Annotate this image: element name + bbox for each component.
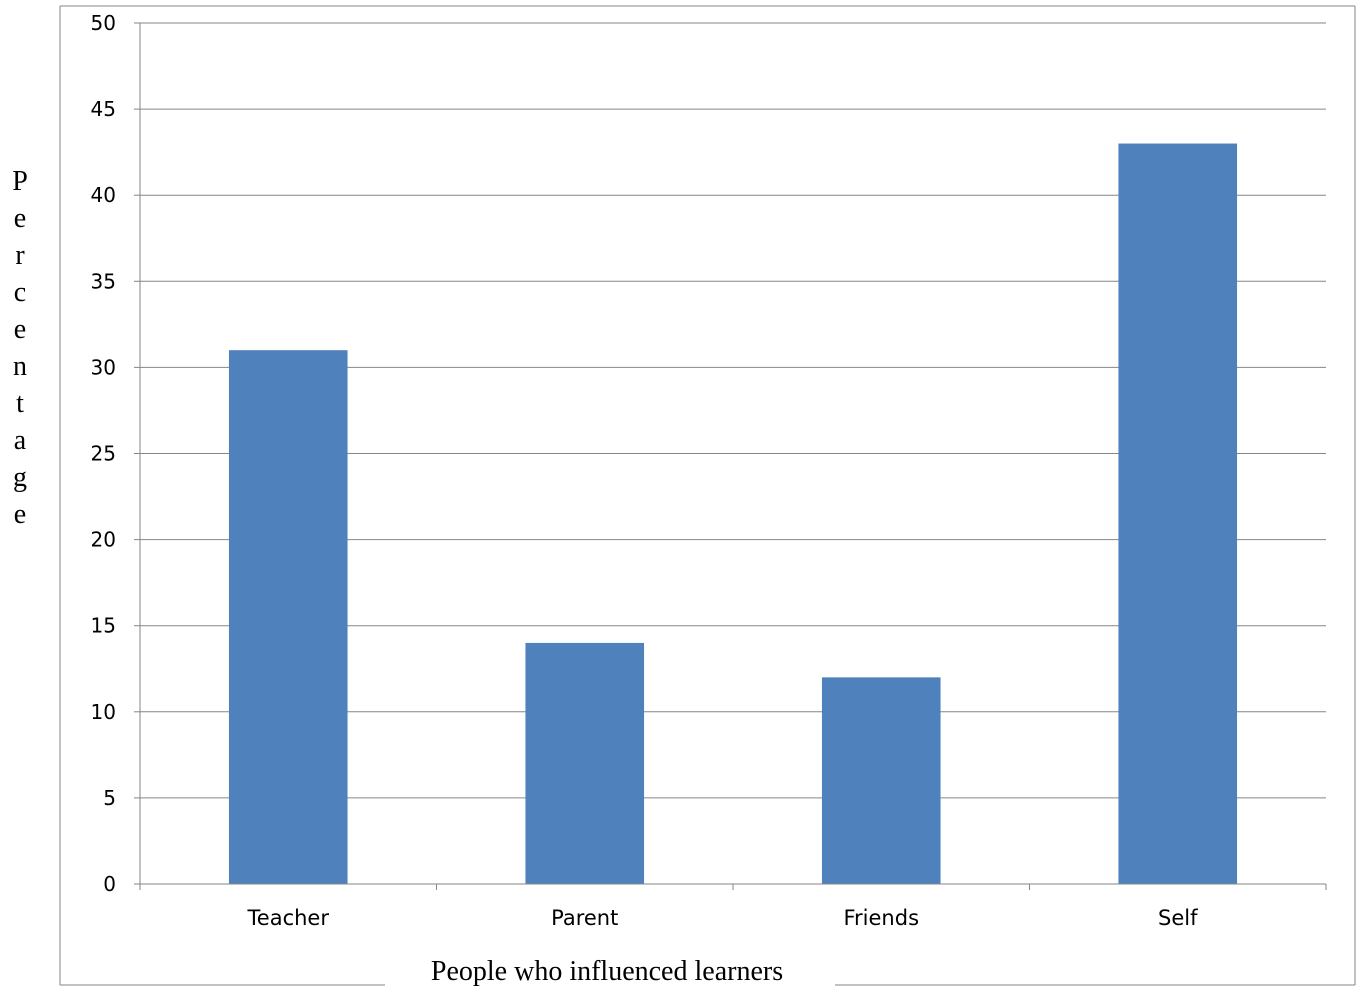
y-tick-label: 50 [91, 11, 116, 35]
y-axis-title-letter: c [14, 277, 26, 308]
y-tick-label: 40 [91, 183, 116, 207]
chart-frame [59, 5, 1356, 986]
labels: 0 5 10 15 20 25 30 35 40 45 50 Teacher Parent Friends… [91, 11, 1199, 930]
y-tick-label: 30 [91, 355, 116, 379]
y-tick-label: 25 [91, 442, 116, 466]
y-axis-title-letter: t [16, 388, 24, 419]
x-tick-label: Friends [843, 906, 919, 930]
x-tick-label: Parent [551, 906, 618, 930]
y-axis-title-letter: P [12, 166, 28, 197]
bar-teacher [228, 350, 348, 884]
x-axis-title: People who influenced learners [431, 956, 783, 987]
y-tick-label: 15 [91, 614, 116, 638]
y-axis-title-letter: g [13, 462, 27, 493]
axes [134, 22, 1327, 890]
y-tick-label: 20 [91, 528, 116, 552]
y-axis-title-letter: a [14, 425, 27, 456]
bar-parent [525, 642, 645, 884]
bar-self [1118, 143, 1238, 885]
y-axis-title-letter: e [14, 314, 26, 345]
y-tick-label: 10 [91, 700, 116, 724]
y-axis-title-letter: n [13, 351, 27, 382]
bar-friends [821, 677, 941, 884]
y-axis-title-letter: e [14, 203, 26, 234]
y-axis-title-letter: r [15, 240, 25, 271]
bars [228, 143, 1238, 885]
x-tick-label: Self [1158, 906, 1198, 930]
y-tick-label: 0 [103, 872, 116, 896]
x-tick-label: Teacher [247, 906, 330, 930]
y-axis-title-letter: e [14, 499, 26, 530]
y-tick-label: 35 [91, 269, 116, 293]
y-tick-label: 45 [91, 97, 116, 121]
y-tick-label: 5 [103, 786, 116, 810]
